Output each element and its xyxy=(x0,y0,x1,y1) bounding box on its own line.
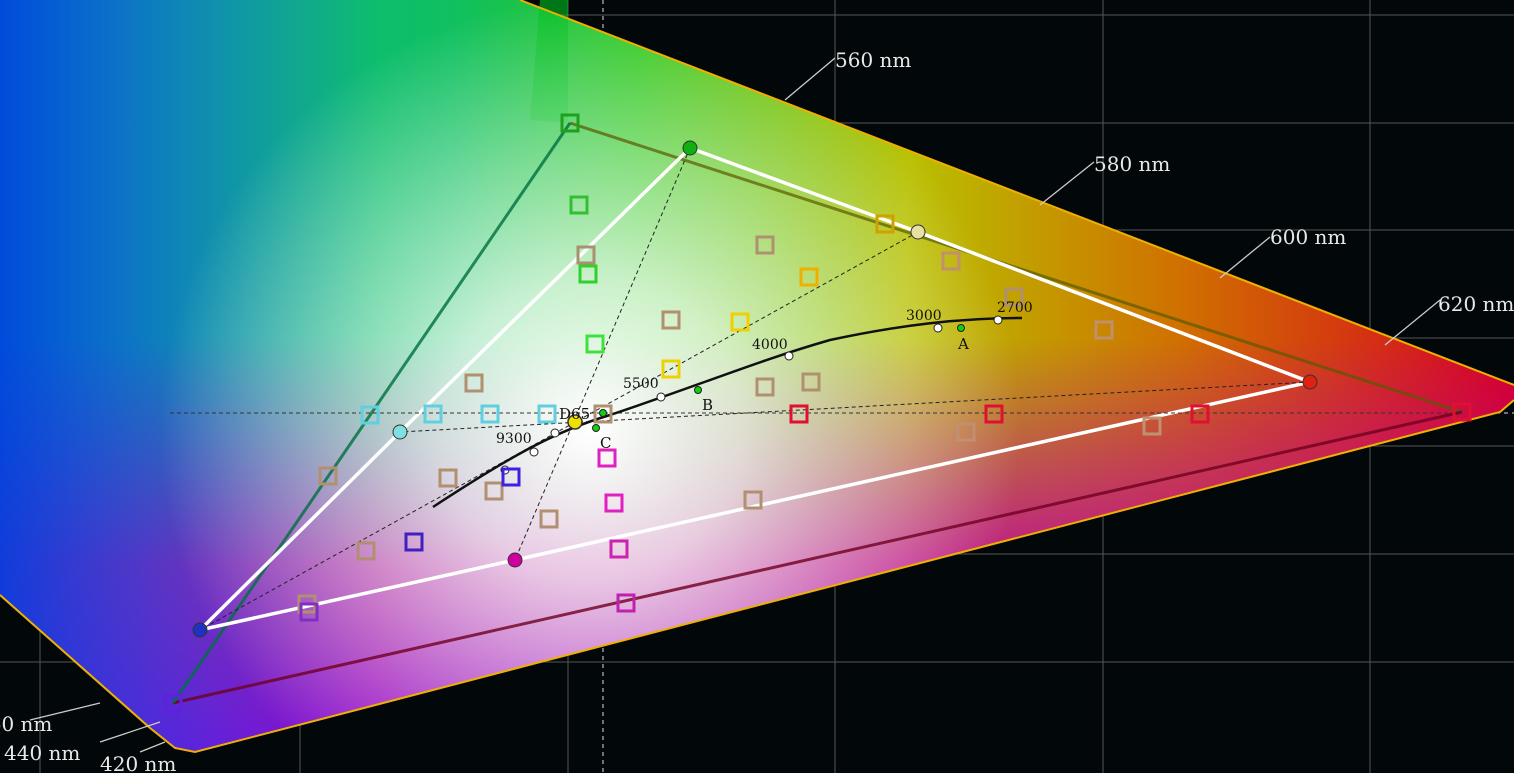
reference-gamut-edge-rb xyxy=(172,410,1463,705)
cct-point xyxy=(993,315,1003,325)
cct-point xyxy=(933,323,943,333)
spectral-locus xyxy=(0,0,1514,754)
wavelength-leader-line xyxy=(1384,299,1441,346)
target-square-marker xyxy=(597,448,617,468)
wavelength-label-620: 620 nm xyxy=(1438,292,1514,316)
target-square-marker xyxy=(560,113,580,133)
target-square-marker xyxy=(593,404,613,424)
target-square-marker xyxy=(438,468,458,488)
target-square-marker xyxy=(501,467,521,487)
gamut-triangles xyxy=(170,121,1463,705)
d65-white-point xyxy=(567,414,583,430)
wavelength-label-460: 460 nm xyxy=(0,712,52,736)
wavelength-leader-line xyxy=(99,721,161,743)
target-square-marker xyxy=(616,593,636,613)
cct-point xyxy=(529,447,539,457)
illuminant-point xyxy=(599,409,607,417)
illuminant-label-d65: D65 xyxy=(559,405,590,423)
wavelength-label-600: 600 nm xyxy=(1270,225,1346,249)
target-square-marker xyxy=(1094,320,1114,340)
target-square-marker xyxy=(875,214,895,234)
reference-gamut-edge-gr xyxy=(569,121,1463,414)
target-square-marker xyxy=(743,490,763,510)
target-square-marker xyxy=(661,359,681,379)
gamut-primary-point xyxy=(910,224,926,240)
wavelength-leader-line xyxy=(1039,161,1095,206)
wavelength-leader-line xyxy=(784,57,836,101)
target-square-marker xyxy=(569,195,589,215)
target-square-marker xyxy=(578,264,598,284)
planckian-locus-line xyxy=(432,316,1023,509)
gamut-dashed-line xyxy=(399,381,1311,433)
gamut-dashed-line xyxy=(514,147,691,561)
wavelength-leader-line xyxy=(1219,236,1271,279)
target-square-marker xyxy=(941,251,961,271)
illuminant-point xyxy=(694,386,702,394)
cct-point xyxy=(656,392,666,402)
illuminant-label-a: A xyxy=(957,335,969,353)
target-square-marker xyxy=(585,334,605,354)
cct-label-2700: 2700 xyxy=(997,300,1033,316)
illuminant-label-b: B xyxy=(702,396,713,414)
target-square-marker xyxy=(730,312,750,332)
locus-white-glow xyxy=(0,0,1514,752)
target-square-marker xyxy=(163,693,183,713)
target-square-marker xyxy=(464,373,484,393)
cct-label-9300: 9300 xyxy=(496,431,532,447)
target-square-marker xyxy=(318,466,338,486)
gamut-primary-point xyxy=(1302,374,1318,390)
target-square-marker xyxy=(609,539,629,559)
target-square-marker xyxy=(956,422,976,442)
cct-label-3000: 3000 xyxy=(906,308,942,324)
target-square-marker xyxy=(755,377,775,397)
target-square-marker xyxy=(423,404,443,424)
wavelength-label-440: 440 nm xyxy=(4,741,80,765)
wavelength-label-420: 420 nm xyxy=(100,752,176,773)
cct-point xyxy=(784,351,794,361)
target-square-marker xyxy=(480,404,500,424)
target-square-marker xyxy=(484,481,504,501)
target-square-marker xyxy=(299,602,319,622)
target-square-marker xyxy=(789,404,809,424)
cct-label-5500: 5500 xyxy=(623,376,659,392)
target-square-marker xyxy=(1190,404,1210,424)
cct-label-4000: 4000 xyxy=(752,337,788,353)
wavelength-leader-line xyxy=(139,741,166,753)
locus-border-top xyxy=(519,0,1514,386)
gamut-primary-point xyxy=(392,424,408,440)
target-square-marker xyxy=(539,509,559,529)
gamut-primary-point xyxy=(507,552,523,568)
illuminant-label-c: C xyxy=(600,434,611,452)
target-square-marker xyxy=(1004,287,1024,307)
target-square-marker xyxy=(755,235,775,255)
planckian-locus xyxy=(432,315,1023,509)
target-square-marker xyxy=(1452,402,1472,422)
target-square-marker xyxy=(799,267,819,287)
illuminant-point xyxy=(592,424,600,432)
wavelength-label-580: 580 nm xyxy=(1094,152,1170,176)
target-square-marker xyxy=(360,405,380,425)
target-square-marker xyxy=(576,245,596,265)
gamut-primary-point xyxy=(682,140,698,156)
target-square-marker xyxy=(356,541,376,561)
target-square-marker xyxy=(661,310,681,330)
gamut-primary-point xyxy=(192,622,208,638)
target-square-marker xyxy=(537,404,557,424)
target-square-marker xyxy=(1142,416,1162,436)
target-square-marker xyxy=(404,532,424,552)
target-square-marker xyxy=(801,372,821,392)
target-square-marker xyxy=(984,404,1004,424)
wavelength-label-560: 560 nm xyxy=(835,48,911,72)
gamut-dashed-line xyxy=(199,231,919,631)
locus-border-bottom xyxy=(0,399,1514,754)
labels: 560 nm 580 nm 600 nm 620 nm 460 nm 440 n… xyxy=(0,48,1514,773)
illuminant-point xyxy=(957,324,965,332)
cct-point xyxy=(550,428,560,438)
measurement-markers xyxy=(163,113,1472,713)
target-square-marker xyxy=(604,493,624,513)
wavelength-leader-line xyxy=(29,702,101,721)
reference-gamut-edge-bg xyxy=(171,122,572,704)
